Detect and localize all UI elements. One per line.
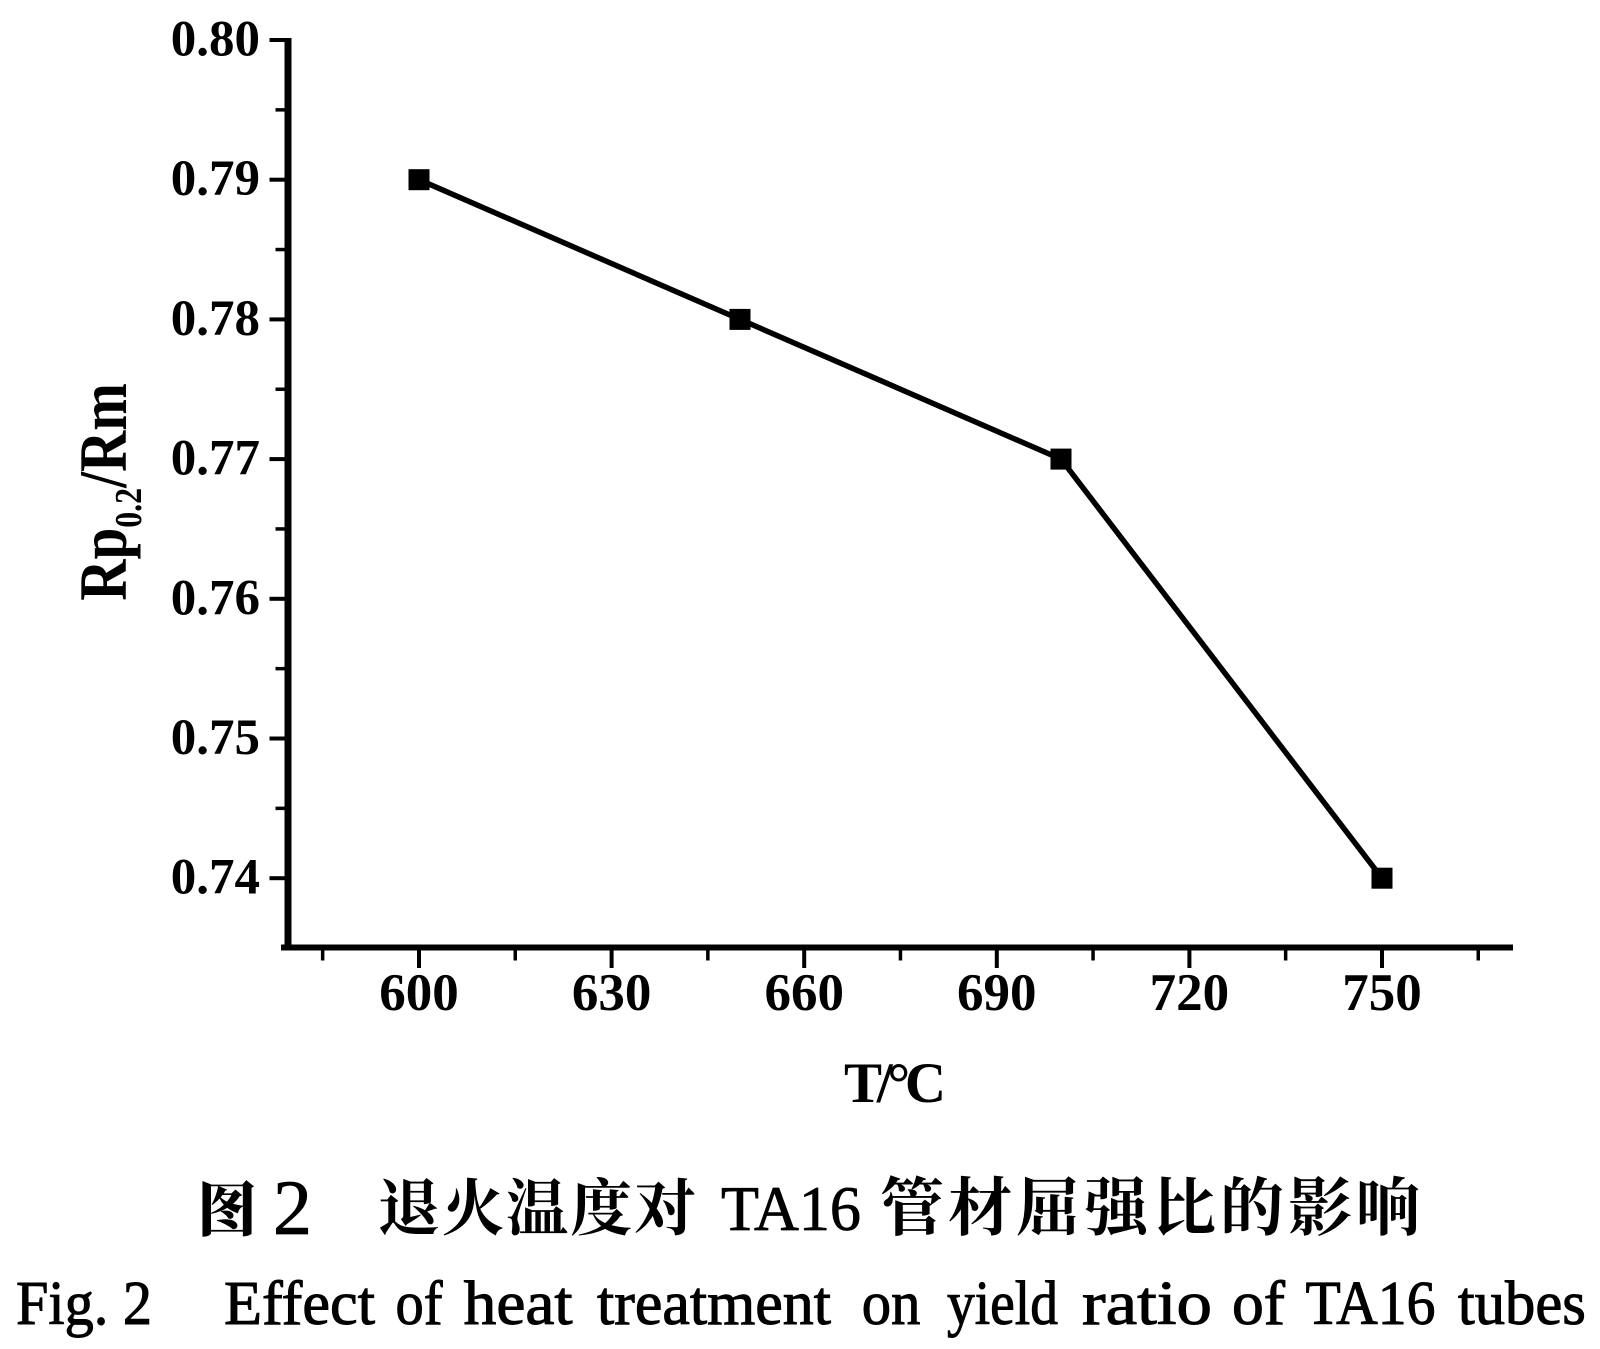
- svg-text:0.78: 0.78: [171, 291, 260, 347]
- svg-text:ratio: ratio: [1082, 1270, 1212, 1338]
- svg-text:0.77: 0.77: [171, 431, 260, 487]
- svg-text:of: of: [1232, 1270, 1285, 1338]
- svg-text:0.75: 0.75: [171, 710, 260, 766]
- svg-text:660: 660: [764, 964, 844, 1022]
- svg-text:TA16: TA16: [1306, 1270, 1436, 1338]
- svg-text:on: on: [862, 1270, 921, 1338]
- svg-text:0.76: 0.76: [171, 570, 260, 626]
- svg-text:750: 750: [1342, 964, 1422, 1022]
- svg-text:0.74: 0.74: [171, 850, 260, 906]
- svg-text:720: 720: [1150, 964, 1230, 1022]
- svg-text:heat: heat: [464, 1270, 573, 1338]
- svg-text:tubes: tubes: [1458, 1270, 1586, 1338]
- svg-text:0.80: 0.80: [171, 12, 260, 68]
- svg-text:600: 600: [379, 964, 459, 1022]
- svg-text:Effect: Effect: [224, 1270, 375, 1338]
- svg-text:TA16: TA16: [721, 1174, 861, 1244]
- svg-text:T/°C: T/°C: [844, 1052, 946, 1115]
- svg-text:2: 2: [273, 1164, 312, 1251]
- svg-text:yield: yield: [947, 1270, 1058, 1338]
- svg-text:Fig. 2: Fig. 2: [16, 1270, 152, 1338]
- svg-text:treatment: treatment: [597, 1270, 831, 1338]
- svg-text:of: of: [396, 1270, 443, 1338]
- svg-text:630: 630: [572, 964, 652, 1022]
- svg-text:0.79: 0.79: [171, 151, 260, 207]
- svg-text:690: 690: [957, 964, 1037, 1022]
